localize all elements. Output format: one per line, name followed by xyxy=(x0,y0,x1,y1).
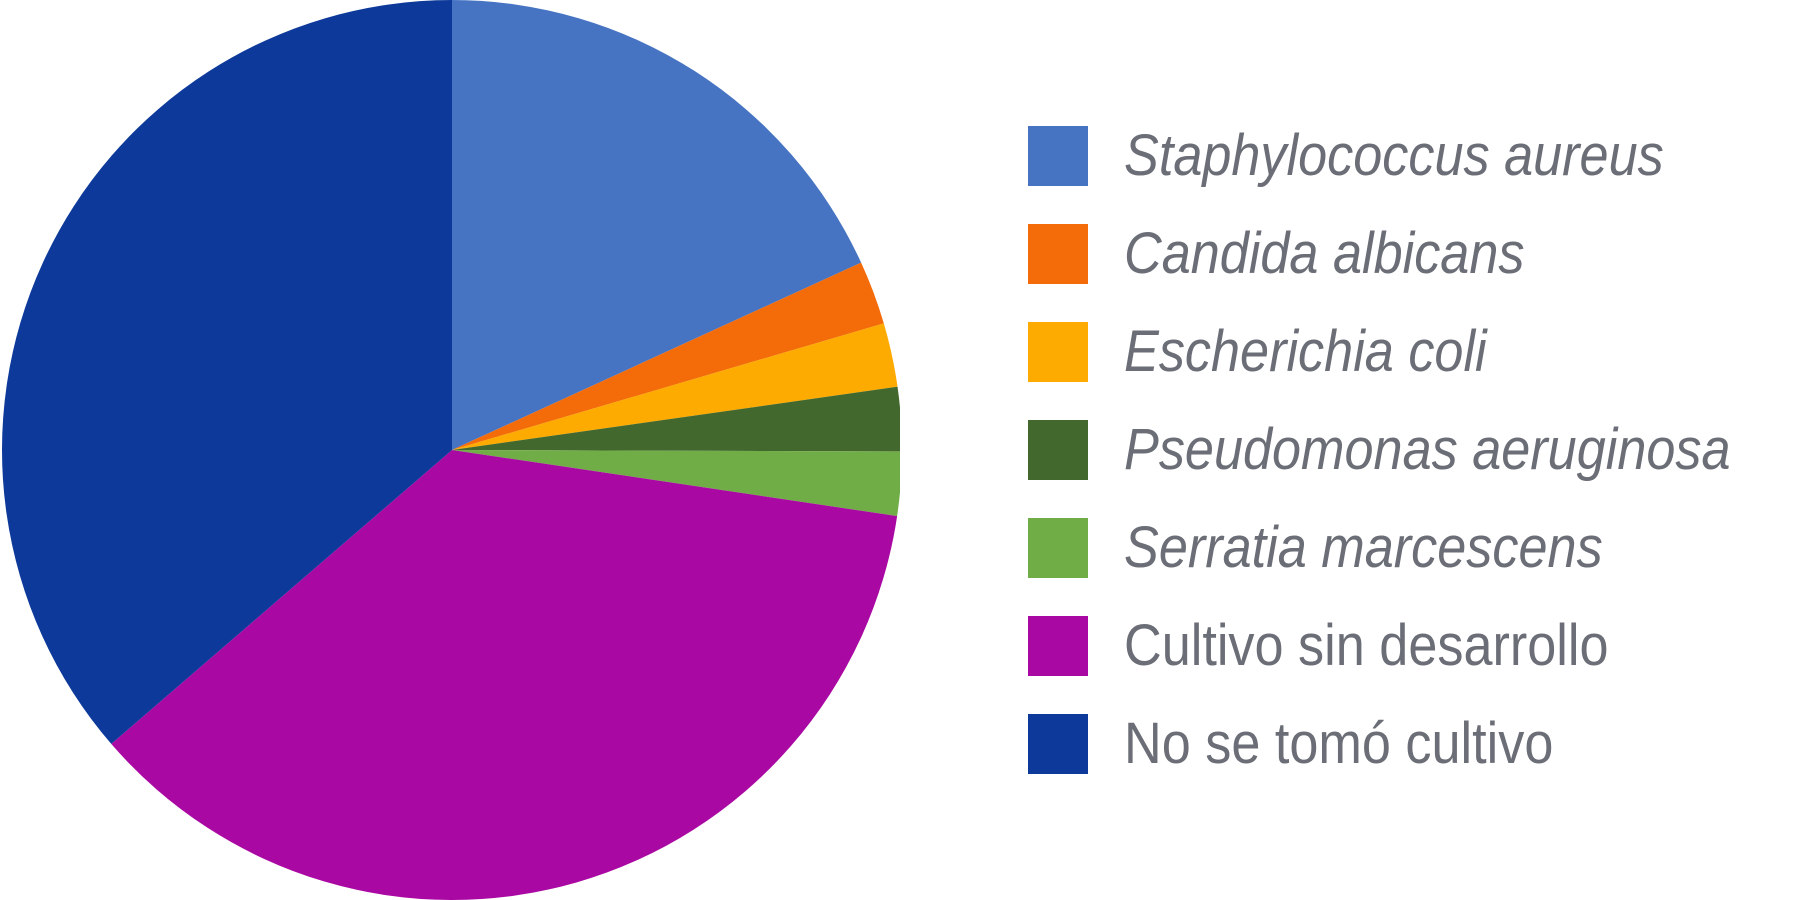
legend-item: No se tomó cultivo xyxy=(1028,714,1798,774)
legend-swatch xyxy=(1028,420,1088,480)
pie-slice-5 xyxy=(452,450,900,517)
legend-item: Pseudomonas aeruginosa xyxy=(1028,420,1798,480)
legend-label: Pseudomonas aeruginosa xyxy=(1124,417,1731,482)
pie-slice-6 xyxy=(111,450,898,900)
pie-slice-3 xyxy=(452,323,898,450)
legend-item: Candida albicans xyxy=(1028,224,1798,284)
legend-label: Escherichia coli xyxy=(1124,319,1487,384)
legend-item: Staphylococcus aureus xyxy=(1028,126,1798,186)
legend-label: Cultivo sin desarrollo xyxy=(1124,613,1609,678)
legend-label: Serratia marcescens xyxy=(1124,515,1603,580)
legend-swatch xyxy=(1028,224,1088,284)
pie-slice-4 xyxy=(452,386,900,452)
legend-item: Cultivo sin desarrollo xyxy=(1028,616,1798,676)
pie-chart xyxy=(1,0,900,900)
pie-slice-7 xyxy=(1,0,453,744)
legend-swatch xyxy=(1028,616,1088,676)
legend-swatch xyxy=(1028,126,1088,186)
legend-label: No se tomó cultivo xyxy=(1124,711,1554,776)
legend-swatch xyxy=(1028,714,1088,774)
legend-swatch xyxy=(1028,322,1088,382)
legend: Staphylococcus aureus Candida albicans Esc… xyxy=(1028,126,1798,812)
legend-label: Staphylococcus aureus xyxy=(1124,123,1664,188)
pie-slice-1 xyxy=(452,0,862,450)
pie-slice-2 xyxy=(452,262,884,450)
legend-swatch xyxy=(1028,518,1088,578)
legend-item: Serratia marcescens xyxy=(1028,518,1798,578)
legend-label: Candida albicans xyxy=(1124,221,1525,286)
legend-item: Escherichia coli xyxy=(1028,322,1798,382)
